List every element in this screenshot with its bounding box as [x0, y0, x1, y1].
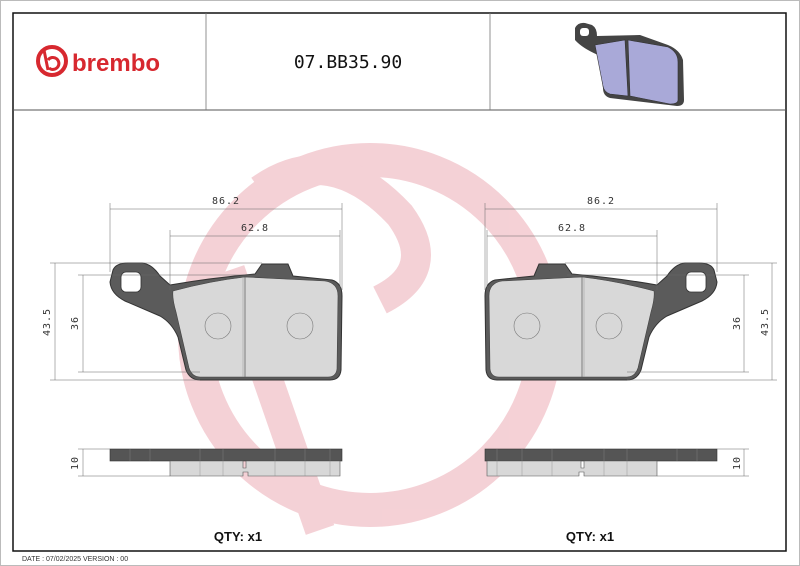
dim-height-overall-left: 43.5: [42, 308, 53, 336]
qty-left: QTY: x1: [214, 529, 262, 544]
brembo-logo: brembo: [36, 45, 160, 77]
dim-width-overall-left: 86.2: [212, 196, 240, 207]
part-number: 07.BB35.90: [294, 52, 402, 73]
dim-height-overall-right: 43.5: [760, 308, 771, 336]
dim-width-pad-left: 62.8: [241, 223, 269, 234]
dim-thickness-right: 10: [732, 456, 743, 470]
dim-height-pad-right: 36: [732, 316, 743, 330]
brake-pad-3d-icon: [575, 22, 684, 106]
dim-width-pad-right: 62.8: [558, 223, 586, 234]
dim-thickness-left: 10: [70, 456, 81, 470]
qty-right: QTY: x1: [566, 529, 614, 544]
dim-width-overall-right: 86.2: [587, 196, 615, 207]
date-version: DATE : 07/02/2025 VERSION : 00: [22, 556, 128, 563]
dim-height-pad-left: 36: [70, 316, 81, 330]
brand-name: brembo: [72, 50, 160, 77]
